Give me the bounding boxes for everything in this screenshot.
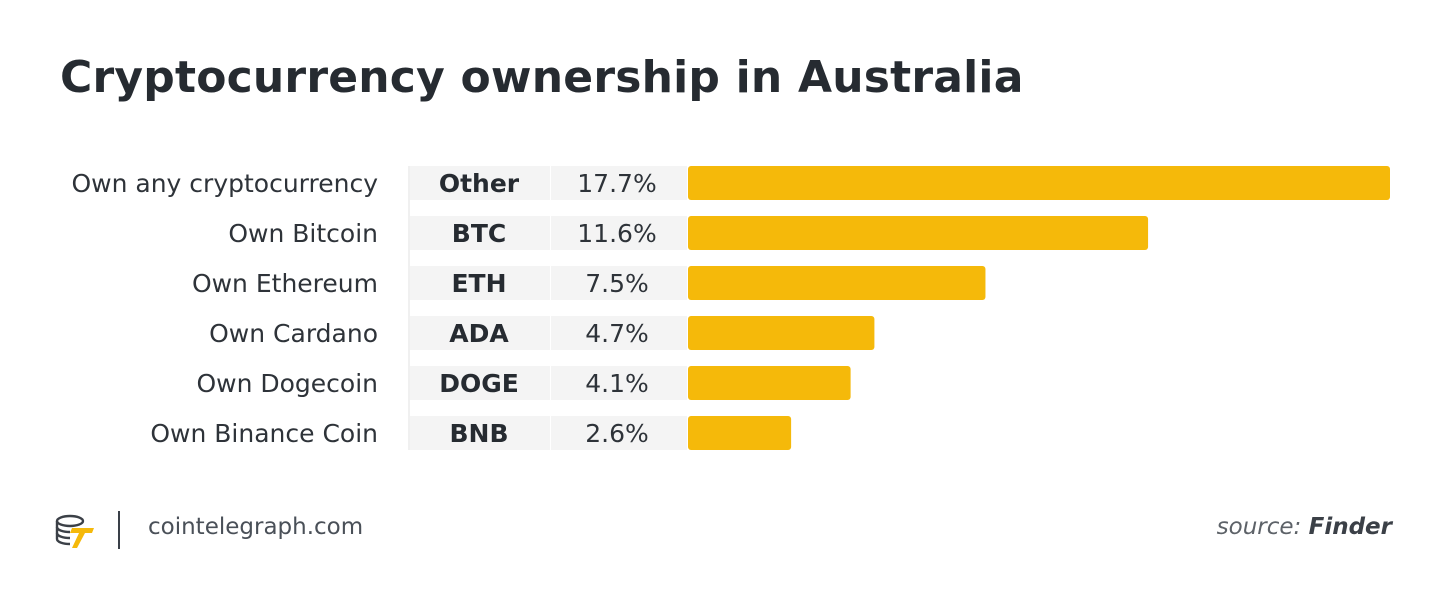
value-cell [551, 316, 687, 350]
value-cell [551, 216, 687, 250]
value-label: 4.7% [585, 319, 649, 348]
ticker-label: BNB [449, 419, 508, 448]
ticker-cell [410, 266, 550, 300]
value-cell [551, 266, 687, 300]
category-label: Own Cardano [209, 319, 378, 348]
ticker-label: ADA [449, 319, 509, 348]
bar [688, 216, 1149, 250]
bar [688, 416, 792, 450]
bar [688, 266, 986, 300]
source-name: Finder [1308, 514, 1392, 540]
category-label: Own Ethereum [192, 269, 378, 298]
ticker-cell [410, 216, 550, 250]
bar [688, 366, 851, 400]
source-prefix: source: [1216, 514, 1302, 540]
value-label: 7.5% [585, 269, 649, 298]
value-label: 17.7% [577, 169, 656, 198]
value-cell [551, 416, 687, 450]
category-label: Own Dogecoin [196, 369, 378, 398]
value-cell [551, 366, 687, 400]
bar [688, 316, 875, 350]
value-label: 2.6% [585, 419, 649, 448]
ticker-label: DOGE [439, 369, 519, 398]
category-label: Own Bitcoin [228, 219, 378, 248]
category-label: Own any cryptocurrency [71, 169, 378, 198]
ticker-label: Other [439, 169, 520, 198]
chart-title: Cryptocurrency ownership in Australia [60, 52, 1024, 103]
site-name[interactable]: cointelegraph.com [148, 514, 364, 540]
bar [688, 166, 1390, 200]
ticker-label: ETH [451, 269, 506, 298]
cointelegraph-logo-icon [55, 514, 94, 548]
ticker-label: BTC [452, 219, 506, 248]
value-label: 4.1% [585, 369, 649, 398]
category-label: Own Binance Coin [150, 419, 378, 448]
ticker-cell [410, 316, 550, 350]
ticker-cell [410, 416, 550, 450]
footer-divider [118, 511, 120, 549]
ticker-cell [410, 366, 550, 400]
value-label: 11.6% [577, 219, 656, 248]
value-cell [551, 166, 687, 200]
source-credit: source: Finder [1217, 514, 1392, 540]
ticker-cell [410, 166, 550, 200]
